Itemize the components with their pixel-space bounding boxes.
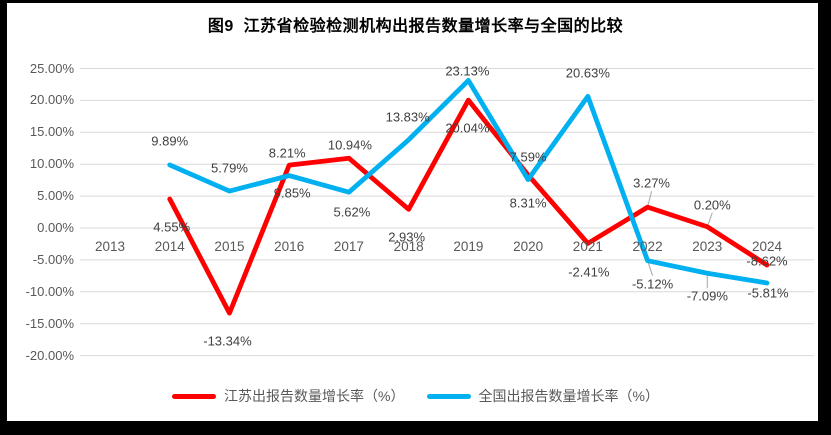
series-line-national <box>167 78 770 286</box>
y-tick-label--20: -20.00% <box>25 347 74 363</box>
x-tick-label-2017: 2017 <box>333 239 364 254</box>
leader-line-jiangsu-2023 <box>706 212 713 227</box>
y-tick-label--5: -5.00% <box>32 251 74 267</box>
x-tick-label-2023: 2023 <box>692 239 723 254</box>
y-tick-label--15: -15.00% <box>25 315 74 331</box>
jiangsu-line-swatch-icon <box>172 393 217 399</box>
data-label-national-2021: 20.63% <box>565 65 610 81</box>
series-line-jiangsu <box>167 97 770 316</box>
y-tick-label--10: -10.00% <box>25 283 74 299</box>
y-tick-label-25: 25.00% <box>29 60 74 76</box>
y-tick-label-15: 15.00% <box>29 124 74 140</box>
data-label-jiangsu-2024: -5.81% <box>747 285 789 301</box>
x-tick-label-2018: 2018 <box>393 239 424 254</box>
data-label-national-2018: 13.83% <box>385 109 430 125</box>
x-tick-label-2019: 2019 <box>453 239 484 254</box>
data-label-jiangsu-2019: 20.04% <box>445 120 490 136</box>
chart-canvas <box>7 3 818 421</box>
x-tick-label-2013: 2013 <box>94 239 126 254</box>
y-tick-label-20: 20.00% <box>29 92 74 108</box>
x-tick-label-2022: 2022 <box>632 239 663 254</box>
legend-label-jiangsu: 江苏出报告数量增长率（%） <box>224 388 405 404</box>
data-label-national-2017: 5.62% <box>333 204 371 220</box>
data-label-jiangsu-2014: 4.55% <box>153 219 191 235</box>
data-label-national-2020: 7.59% <box>509 149 547 165</box>
x-tick-label-2015: 2015 <box>214 239 245 254</box>
x-tick-label-2021: 2021 <box>572 239 603 254</box>
data-label-national-2024: -8.62% <box>746 253 788 269</box>
data-label-national-2022: -5.12% <box>631 276 674 292</box>
leader-line-jiangsu-2022 <box>647 191 653 208</box>
x-tick-label-2016: 2016 <box>274 239 305 254</box>
y-tick-label-10: 10.00% <box>29 156 74 172</box>
chart-title: 图9 江苏省检验检测机构出报告数量增长率与全国的比较 <box>207 18 624 35</box>
data-label-national-2015: 5.79% <box>211 160 248 176</box>
data-label-jiangsu-2022: 3.27% <box>633 175 670 191</box>
data-label-jiangsu-2020: 8.31% <box>509 195 547 211</box>
data-label-jiangsu-2023: 0.20% <box>693 197 731 213</box>
legend: 江苏出报告数量增长率（%） 全国出报告数量增长率（%） <box>0 386 831 406</box>
data-label-national-2016: 8.21% <box>268 145 306 161</box>
legend-label-national: 全国出报告数量增长率（%） <box>478 388 659 404</box>
x-tick-label-2024: 2024 <box>751 239 783 254</box>
data-label-jiangsu-2018: 2.93% <box>388 229 426 245</box>
data-label-national-2023: -7.09% <box>686 288 728 304</box>
national-line-swatch-icon <box>426 393 471 399</box>
legend-item-national: 全国出报告数量增长率（%） <box>426 386 659 406</box>
data-label-national-2014: 9.89% <box>151 133 189 149</box>
x-tick-label-2014: 2014 <box>154 239 185 254</box>
x-tick-label-2020: 2020 <box>513 239 544 254</box>
data-label-national-2019: 23.13% <box>445 63 490 79</box>
data-label-jiangsu-2021: -2.41% <box>568 264 610 280</box>
data-label-jiangsu-2017: 10.94% <box>327 137 372 153</box>
data-label-jiangsu-2015: -13.34% <box>203 333 252 349</box>
y-tick-label-0: 0.00% <box>37 220 74 235</box>
y-tick-label-5: 5.00% <box>37 188 74 204</box>
legend-item-jiangsu: 江苏出报告数量增长率（%） <box>172 386 405 406</box>
data-label-jiangsu-2016: 9.85% <box>273 185 311 201</box>
